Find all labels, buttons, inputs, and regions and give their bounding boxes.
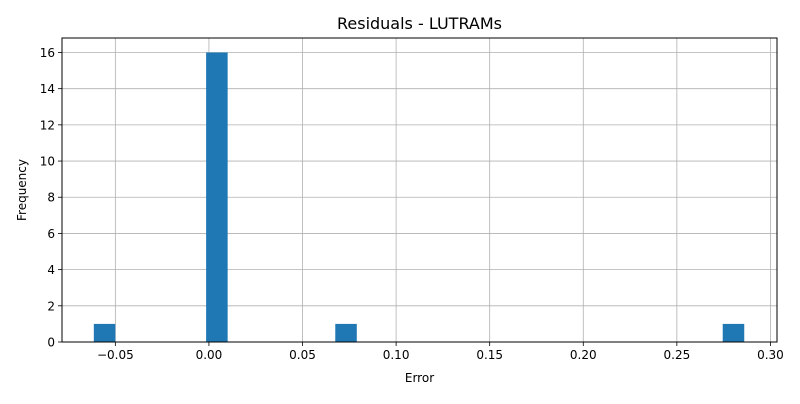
histogram-bar (93, 323, 116, 342)
bar-layer (93, 52, 745, 342)
x-tick-label: 0.25 (664, 348, 691, 362)
x-tick-label: 0.15 (476, 348, 503, 362)
histogram-bar (206, 52, 228, 342)
x-tick-label: 0.20 (570, 348, 597, 362)
grid-layer (62, 38, 777, 343)
y-tick-label: 14 (40, 82, 55, 96)
y-tick-label: 4 (47, 263, 55, 277)
x-tick-label: −0.05 (97, 348, 134, 362)
plot-frame (61, 37, 778, 343)
y-tick-label: 12 (40, 118, 55, 132)
y-tick-label: 2 (47, 299, 55, 313)
y-axis-label: Frequency (15, 159, 29, 221)
y-tick-label: 6 (47, 227, 55, 241)
tick-layer: −0.05 0.00 0.05 0.10 0.15 0.20 0.25 0.30 0 2 4 6 8 10… (40, 46, 784, 362)
x-tick-label: 0.30 (757, 348, 784, 362)
x-axis-label: Error (405, 371, 434, 385)
y-tick-label: 8 (47, 191, 55, 205)
histogram-bar (722, 323, 745, 342)
x-tick-label: 0.00 (196, 348, 223, 362)
x-tick-label: 0.05 (289, 348, 316, 362)
y-tick-label: 0 (47, 336, 55, 350)
histogram-bar (335, 323, 357, 342)
y-tick-label: 10 (40, 155, 55, 169)
y-tick-label: 16 (40, 46, 55, 60)
chart-title: Residuals - LUTRAMs (337, 14, 502, 33)
x-tick-label: 0.10 (383, 348, 410, 362)
